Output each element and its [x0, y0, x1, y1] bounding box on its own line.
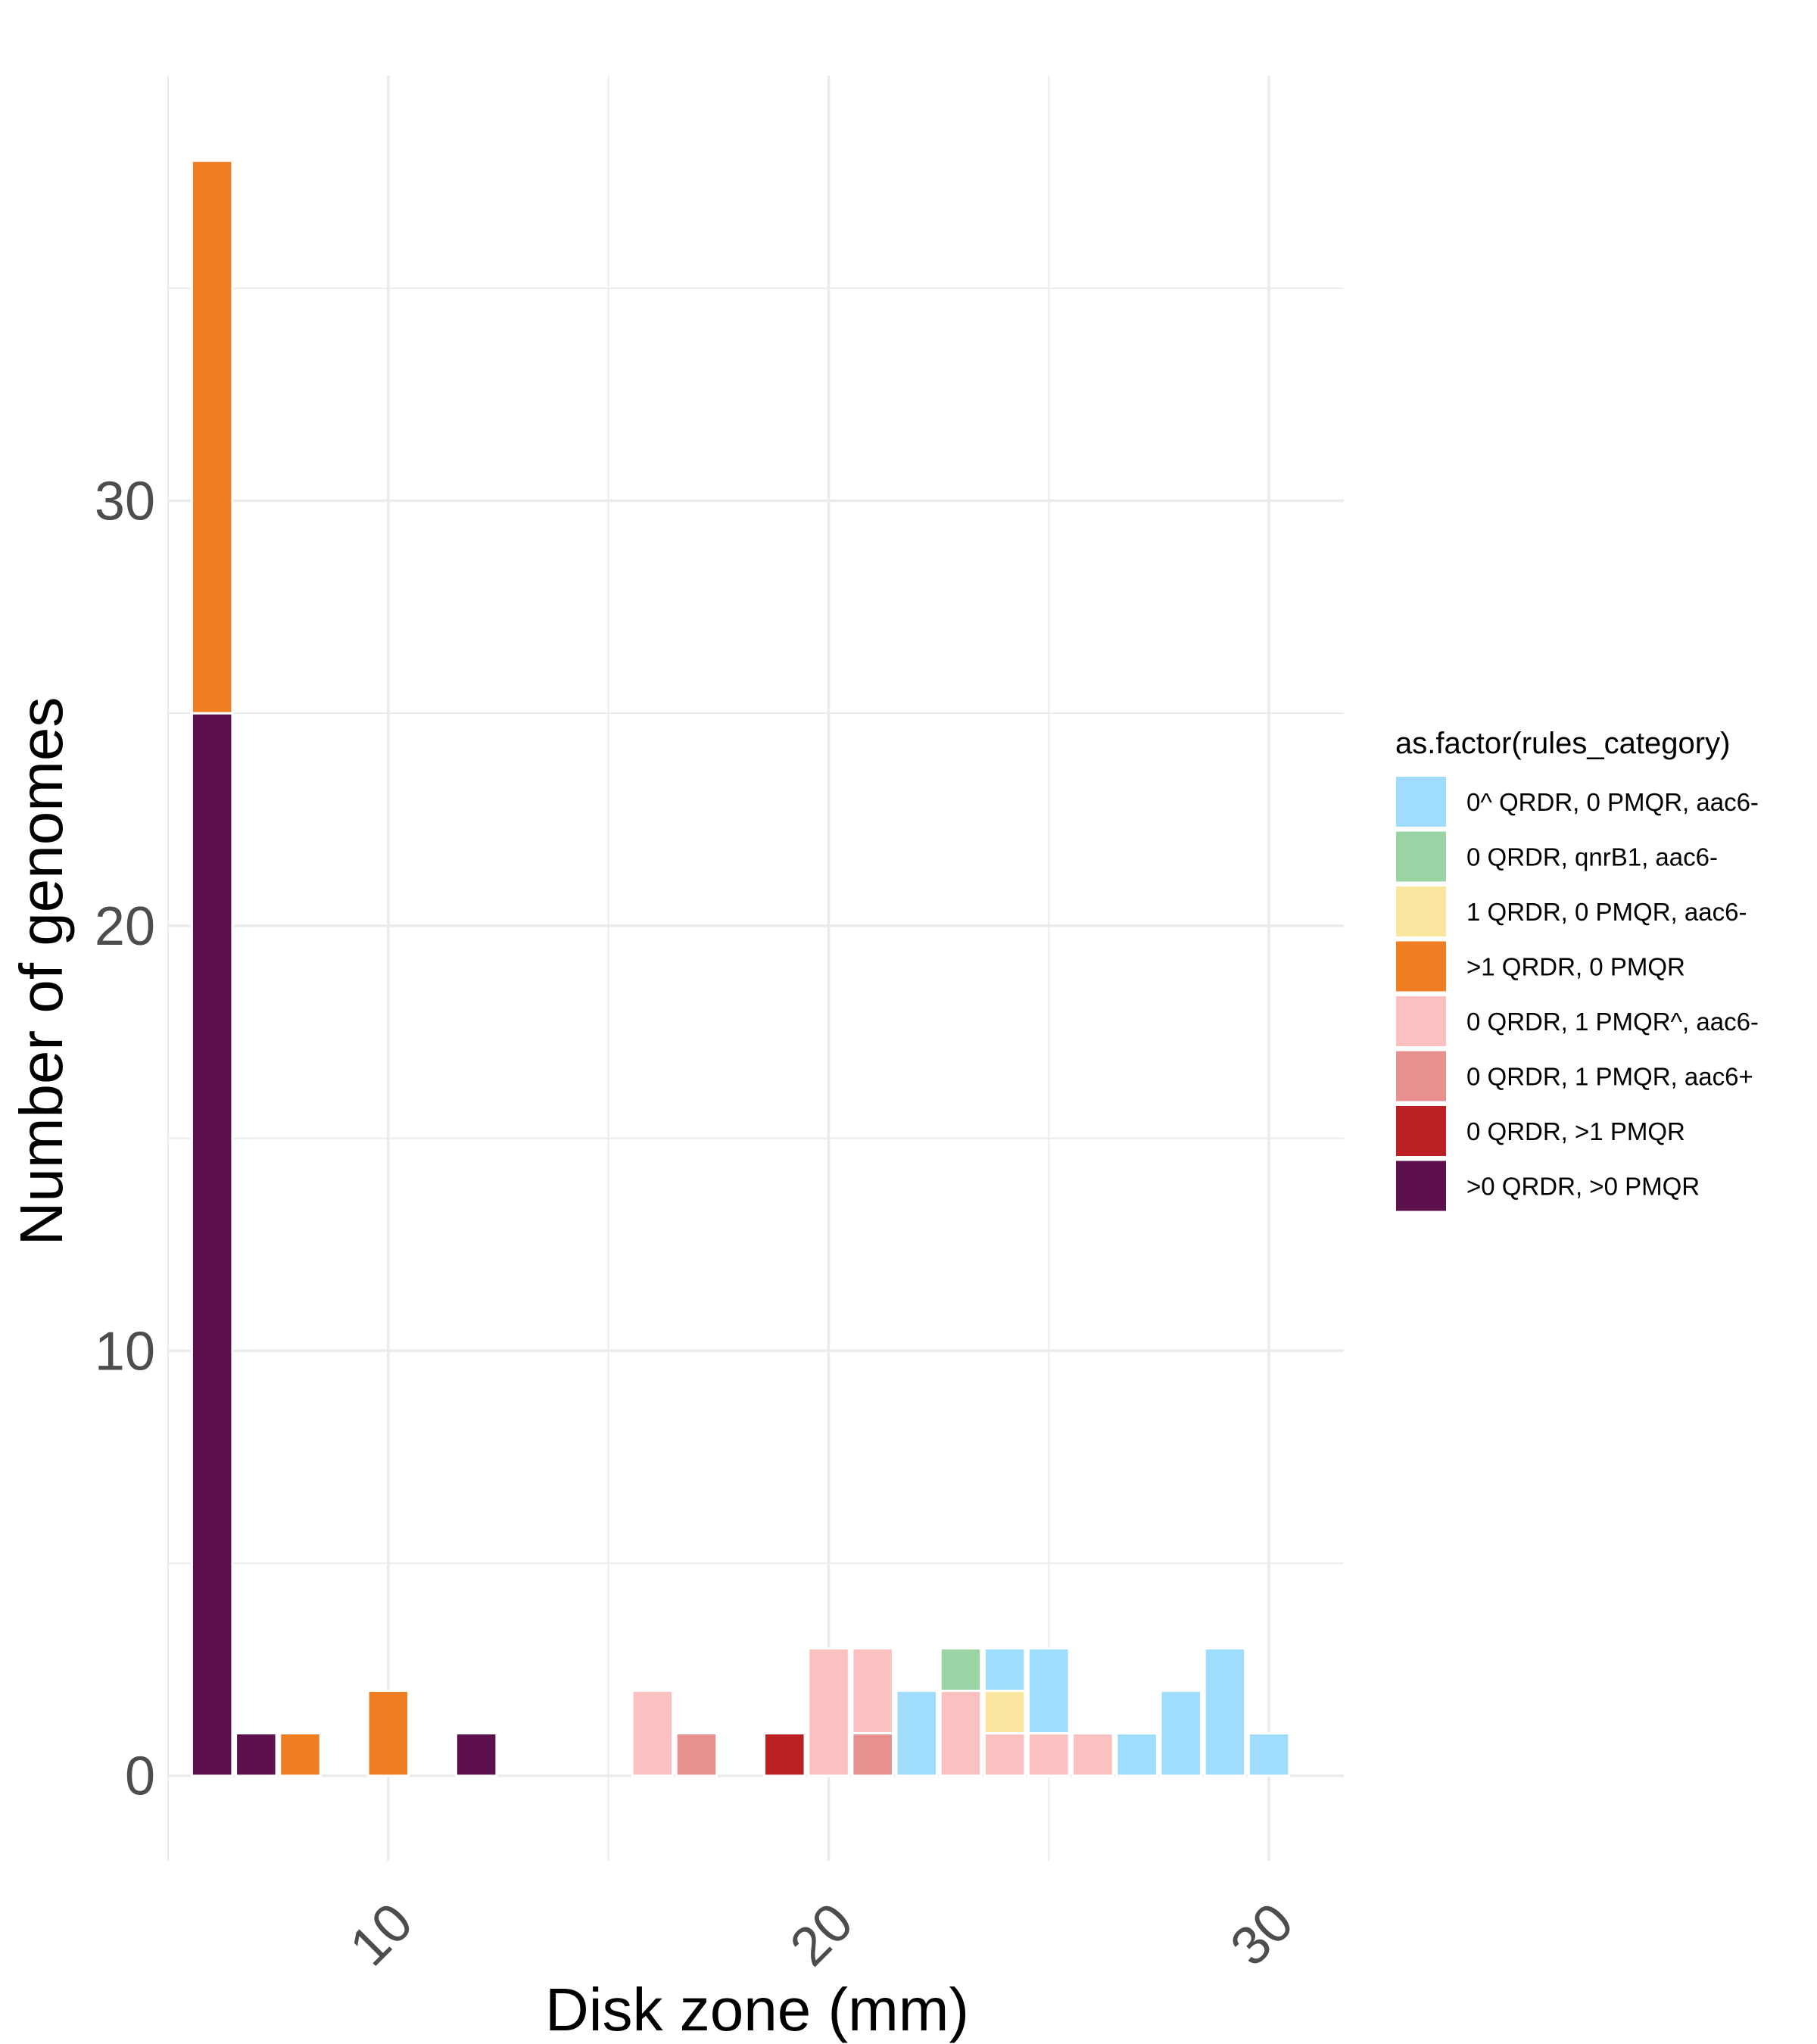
bar-segment: [279, 1732, 322, 1778]
bar-segment: [190, 712, 234, 1778]
bar-segment: [851, 1647, 894, 1735]
bars: [190, 159, 1291, 1778]
bar-segment: [1203, 1647, 1247, 1778]
legend-label: 0^ QRDR, 0 PMQR, aac6-: [1466, 788, 1759, 816]
y-tick-label: 20: [95, 896, 155, 957]
bar-segment: [631, 1689, 675, 1778]
legend-label: >1 QRDR, 0 PMQR: [1466, 953, 1685, 981]
legend-label: 0 QRDR, >1 PMQR: [1466, 1117, 1685, 1145]
bar-segment: [1027, 1647, 1071, 1735]
bar-segment: [1115, 1732, 1158, 1778]
legend-key: [1395, 995, 1448, 1048]
y-tick-label: 0: [125, 1746, 155, 1807]
bar-segment: [763, 1732, 806, 1778]
legend-label: >0 QRDR, >0 PMQR: [1466, 1173, 1700, 1201]
legend-label: 0 QRDR, qnrB1, aac6-: [1466, 843, 1718, 871]
bar-segment: [895, 1689, 939, 1778]
bar-segment: [190, 159, 234, 715]
bar-segment: [939, 1689, 983, 1778]
legend-label: 0 QRDR, 1 PMQR^, aac6-: [1466, 1008, 1759, 1036]
y-tick-label: 10: [95, 1321, 155, 1382]
bar-segment: [807, 1647, 850, 1778]
bar-segment: [851, 1732, 894, 1778]
bar-segment: [983, 1689, 1027, 1735]
legend-key: [1395, 885, 1448, 938]
legend-key: [1395, 830, 1448, 883]
legend-key: [1395, 1105, 1448, 1158]
bar-segment: [1071, 1732, 1114, 1778]
x-tick-label: 10: [338, 1892, 424, 1977]
legend-key: [1395, 1049, 1448, 1103]
legend-key: [1395, 939, 1448, 993]
bar-segment: [1247, 1732, 1291, 1778]
legend: as.factor(rules_category) 0^ QRDR, 0 PMQ…: [1395, 727, 1759, 1213]
bar-segment: [939, 1647, 983, 1692]
bar-segment: [983, 1732, 1027, 1778]
y-tick-label: 30: [95, 471, 155, 531]
bar-segment: [366, 1689, 410, 1778]
bar-segment: [983, 1647, 1027, 1692]
legend-title: as.factor(rules_category): [1395, 727, 1730, 760]
bar-segment: [1027, 1732, 1071, 1778]
x-tick-label: 30: [1219, 1892, 1304, 1977]
bar-segment: [1159, 1689, 1203, 1778]
legend-items: 0^ QRDR, 0 PMQR, aac6- 0 QRDR, qnrB1, aac…: [1395, 775, 1759, 1213]
bar-segment: [675, 1732, 718, 1778]
y-axis-title: Number of genomes: [8, 697, 75, 1246]
legend-key: [1395, 775, 1448, 828]
x-axis-title: Disk zone (mm): [545, 1976, 969, 2043]
legend-label: 0 QRDR, 1 PMQR, aac6+: [1466, 1063, 1753, 1091]
legend-label: 1 QRDR, 0 PMQR, aac6-: [1466, 898, 1747, 926]
x-tick-label: 20: [779, 1892, 865, 1977]
grid-lines: [167, 76, 1344, 1861]
bar-segment: [454, 1732, 498, 1778]
bar-segment: [235, 1732, 278, 1778]
legend-key: [1395, 1159, 1448, 1213]
